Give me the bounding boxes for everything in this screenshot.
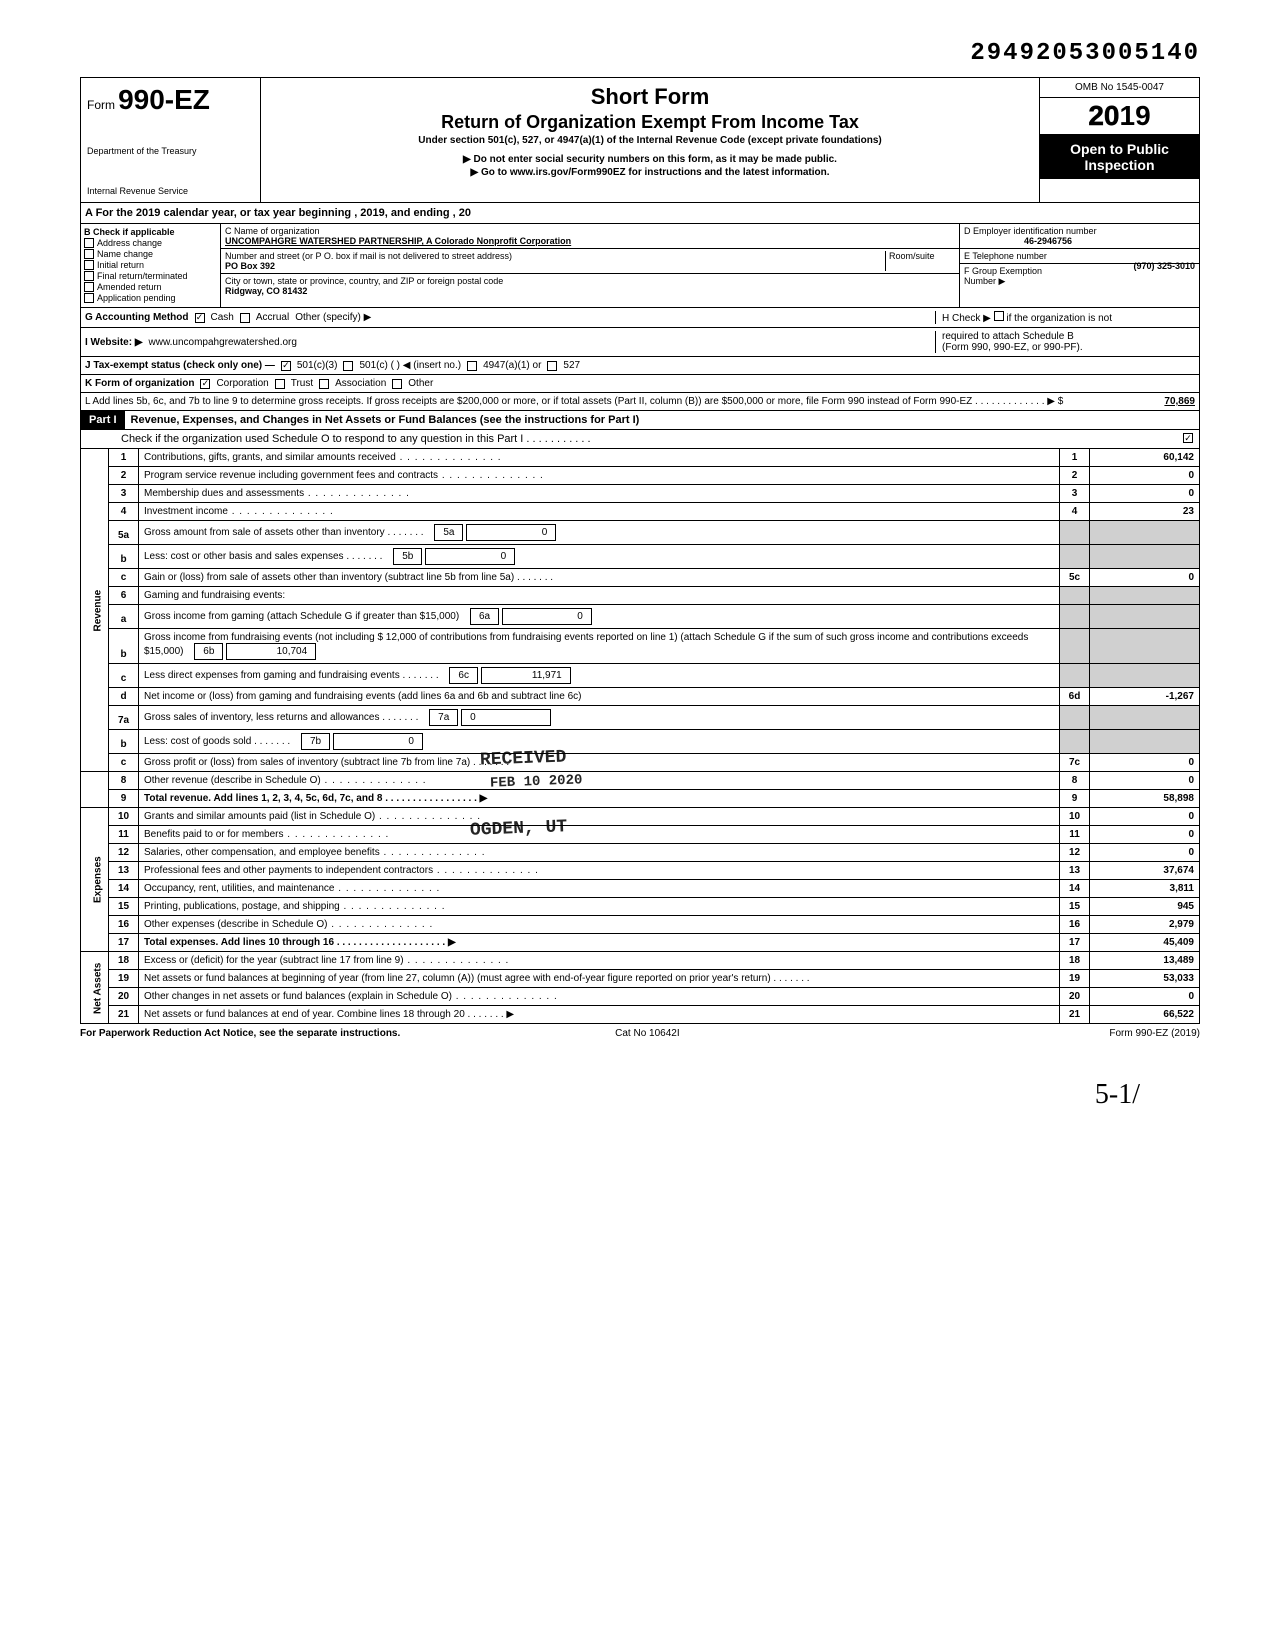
form-header: Form 990-EZ Department of the Treasury I… — [80, 77, 1200, 203]
b-label: B Check if applicable — [84, 227, 217, 237]
chk-amended: Amended return — [97, 282, 162, 292]
city-label: City or town, state or province, country… — [225, 276, 503, 286]
h-text2: if the organization is not — [1006, 313, 1112, 324]
short-form-title: Short Form — [267, 84, 1033, 110]
ein: 46-2946756 — [1024, 236, 1072, 246]
street-label: Number and street (or P O. box if mail i… — [225, 251, 512, 261]
subtitle1: Under section 501(c), 527, or 4947(a)(1)… — [267, 135, 1033, 146]
chk-final: Final return/terminated — [97, 271, 188, 281]
website: www.uncompahgrewatershed.org — [149, 337, 297, 348]
omb-number: OMB No 1545-0047 — [1040, 78, 1199, 98]
k-assoc-checkbox — [319, 379, 329, 389]
d-label: D Employer identification number — [964, 226, 1097, 236]
cash-checkbox: ✓ — [195, 313, 205, 323]
e-label: E Telephone number — [964, 251, 1047, 261]
tax-year: 20201919 — [1040, 98, 1199, 135]
chk-pending: Application pending — [97, 293, 176, 303]
h-text4: (Form 990, 990-EZ, or 990-PF). — [942, 342, 1083, 353]
dln: 29492053005140 — [80, 40, 1200, 67]
form-footer: Form 990-EZ (2019) — [1109, 1028, 1200, 1039]
part-i-label: Part I — [81, 411, 125, 429]
k-trust-checkbox — [275, 379, 285, 389]
f-label: F Group Exemption — [964, 266, 1042, 276]
open-to-public: Open to PublicInspection — [1040, 135, 1199, 179]
g-label: G Accounting Method — [85, 312, 189, 323]
phone: (970) 325-3010 — [1133, 261, 1195, 271]
dept1: Department of the Treasury — [87, 146, 254, 156]
chk-address: Address change — [97, 238, 162, 248]
line-a: A For the 2019 calendar year, or tax yea… — [80, 203, 1200, 224]
part-i-title: Revenue, Expenses, and Changes in Net As… — [125, 411, 1199, 429]
l-value: 70,869 — [1085, 396, 1195, 407]
room-label: Room/suite — [885, 251, 955, 271]
part-i-table: Revenue 1Contributions, gifts, grants, a… — [80, 449, 1200, 1024]
sched-o-text: Check if the organization used Schedule … — [121, 433, 591, 445]
form-number: 990-EZ — [118, 84, 210, 115]
entity-block: B Check if applicable Address change Nam… — [80, 224, 1200, 308]
j-4947-checkbox — [467, 361, 477, 371]
h-checkbox — [994, 311, 1004, 321]
k-label: K Form of organization — [85, 378, 194, 389]
j-501c-checkbox — [343, 361, 353, 371]
subtitle3: ▶ Go to www.irs.gov/Form990EZ for instru… — [267, 167, 1033, 178]
paperwork-notice: For Paperwork Reduction Act Notice, see … — [80, 1028, 400, 1039]
expenses-side: Expenses — [81, 808, 109, 952]
j-label: J Tax-exempt status (check only one) — — [85, 360, 275, 371]
accrual-checkbox — [240, 313, 250, 323]
chk-name: Name change — [97, 249, 153, 259]
h-text1: H Check ▶ — [942, 313, 991, 324]
netassets-side: Net Assets — [81, 952, 109, 1024]
cat-no: Cat No 10642I — [615, 1028, 680, 1039]
org-name: UNCOMPAHGRE WATERSHED PARTNERSHIP, A Col… — [225, 236, 571, 246]
signature: 5-1/ — [80, 1079, 1200, 1111]
k-corp-checkbox: ✓ — [200, 379, 210, 389]
revenue-side: Revenue — [81, 449, 109, 772]
chk-initial: Initial return — [97, 260, 144, 270]
k-other-checkbox — [392, 379, 402, 389]
form-prefix: Form — [87, 98, 115, 112]
h-text3: required to attach Schedule B — [942, 331, 1074, 342]
i-label: I Website: ▶ — [85, 337, 143, 348]
l-text: L Add lines 5b, 6c, and 7b to line 9 to … — [85, 396, 1079, 407]
return-title: Return of Organization Exempt From Incom… — [267, 112, 1033, 133]
j-501c3-checkbox: ✓ — [281, 361, 291, 371]
j-527-checkbox — [547, 361, 557, 371]
subtitle2: ▶ Do not enter social security numbers o… — [267, 154, 1033, 165]
sched-o-checkbox: ✓ — [1183, 433, 1193, 443]
street: PO Box 392 — [225, 261, 275, 271]
f-label2: Number ▶ — [964, 276, 1005, 286]
dept2: Internal Revenue Service — [87, 186, 254, 196]
city: Ridgway, CO 81432 — [225, 286, 307, 296]
c-label: C Name of organization — [225, 226, 320, 236]
